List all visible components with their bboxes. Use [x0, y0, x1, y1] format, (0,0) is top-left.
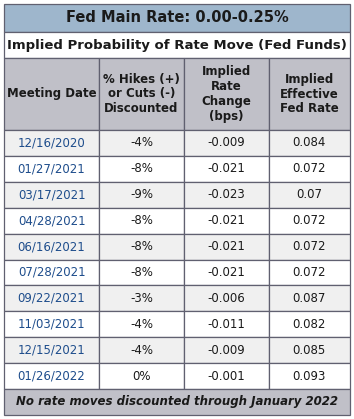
- Bar: [4, 58, 99, 130]
- Text: 0.087: 0.087: [293, 292, 326, 305]
- Text: 12/15/2021: 12/15/2021: [18, 344, 85, 357]
- Bar: [99, 311, 184, 337]
- Text: -0.001: -0.001: [207, 370, 245, 383]
- Text: -0.006: -0.006: [207, 292, 245, 305]
- Text: 0.072: 0.072: [293, 240, 326, 253]
- Text: 09/22/2021: 09/22/2021: [18, 292, 85, 305]
- Bar: [184, 311, 269, 337]
- Bar: [4, 363, 99, 389]
- Bar: [99, 337, 184, 363]
- Text: -8%: -8%: [130, 240, 153, 253]
- Bar: [184, 208, 269, 234]
- Text: -8%: -8%: [130, 266, 153, 279]
- Text: 0%: 0%: [132, 370, 151, 383]
- Bar: [184, 363, 269, 389]
- Bar: [99, 234, 184, 259]
- Text: -8%: -8%: [130, 162, 153, 175]
- Text: -8%: -8%: [130, 214, 153, 227]
- Bar: [4, 130, 99, 156]
- Bar: [4, 285, 99, 311]
- Bar: [4, 4, 350, 32]
- Text: % Hikes (+)
or Cuts (-)
Discounted: % Hikes (+) or Cuts (-) Discounted: [103, 72, 180, 116]
- Bar: [99, 156, 184, 182]
- Bar: [99, 259, 184, 285]
- Text: -4%: -4%: [130, 344, 153, 357]
- Text: 0.085: 0.085: [293, 344, 326, 357]
- Bar: [269, 259, 350, 285]
- Bar: [184, 337, 269, 363]
- Text: 0.072: 0.072: [293, 162, 326, 175]
- Bar: [184, 58, 269, 130]
- Bar: [99, 285, 184, 311]
- Text: -4%: -4%: [130, 318, 153, 331]
- Text: 0.07: 0.07: [296, 188, 322, 201]
- Bar: [4, 208, 99, 234]
- Text: -0.023: -0.023: [207, 188, 245, 201]
- Text: Fed Main Rate: 0.00-0.25%: Fed Main Rate: 0.00-0.25%: [65, 10, 289, 26]
- Bar: [4, 234, 99, 259]
- Bar: [269, 182, 350, 208]
- Bar: [99, 182, 184, 208]
- Text: 0.082: 0.082: [293, 318, 326, 331]
- Bar: [269, 208, 350, 234]
- Text: Implied Probability of Rate Move (Fed Funds): Implied Probability of Rate Move (Fed Fu…: [7, 39, 347, 52]
- Text: -0.021: -0.021: [207, 214, 245, 227]
- Bar: [99, 208, 184, 234]
- Bar: [184, 130, 269, 156]
- Text: 07/28/2021: 07/28/2021: [18, 266, 85, 279]
- Text: 06/16/2021: 06/16/2021: [18, 240, 85, 253]
- Bar: [269, 337, 350, 363]
- Bar: [4, 311, 99, 337]
- Text: 0.072: 0.072: [293, 214, 326, 227]
- Bar: [269, 234, 350, 259]
- Bar: [4, 182, 99, 208]
- Text: -0.021: -0.021: [207, 240, 245, 253]
- Text: No rate moves discounted through January 2022: No rate moves discounted through January…: [16, 396, 338, 409]
- Text: 12/16/2020: 12/16/2020: [18, 137, 85, 150]
- Text: Meeting Date: Meeting Date: [7, 88, 96, 101]
- Bar: [184, 156, 269, 182]
- Bar: [4, 259, 99, 285]
- Bar: [184, 285, 269, 311]
- Text: Implied
Rate
Change
(bps): Implied Rate Change (bps): [201, 65, 251, 123]
- Text: 04/28/2021: 04/28/2021: [18, 214, 85, 227]
- Text: -0.011: -0.011: [207, 318, 245, 331]
- Text: -0.009: -0.009: [207, 137, 245, 150]
- Bar: [4, 337, 99, 363]
- Text: 0.084: 0.084: [293, 137, 326, 150]
- Bar: [184, 182, 269, 208]
- Text: -4%: -4%: [130, 137, 153, 150]
- Bar: [269, 130, 350, 156]
- Bar: [99, 58, 184, 130]
- Text: 11/03/2021: 11/03/2021: [18, 318, 85, 331]
- Bar: [269, 311, 350, 337]
- Bar: [184, 259, 269, 285]
- Bar: [269, 58, 350, 130]
- Bar: [4, 389, 350, 415]
- Bar: [269, 156, 350, 182]
- Text: 01/27/2021: 01/27/2021: [18, 162, 85, 175]
- Text: -0.021: -0.021: [207, 162, 245, 175]
- Text: 0.093: 0.093: [293, 370, 326, 383]
- Text: 03/17/2021: 03/17/2021: [18, 188, 85, 201]
- Bar: [269, 285, 350, 311]
- Bar: [99, 130, 184, 156]
- Bar: [4, 156, 99, 182]
- Text: -3%: -3%: [130, 292, 153, 305]
- Bar: [269, 363, 350, 389]
- Text: -0.021: -0.021: [207, 266, 245, 279]
- Bar: [4, 32, 350, 58]
- Bar: [184, 234, 269, 259]
- Text: Implied
Effective
Fed Rate: Implied Effective Fed Rate: [280, 72, 339, 116]
- Text: -9%: -9%: [130, 188, 153, 201]
- Text: 0.072: 0.072: [293, 266, 326, 279]
- Text: -0.009: -0.009: [207, 344, 245, 357]
- Bar: [99, 363, 184, 389]
- Text: 01/26/2022: 01/26/2022: [18, 370, 85, 383]
